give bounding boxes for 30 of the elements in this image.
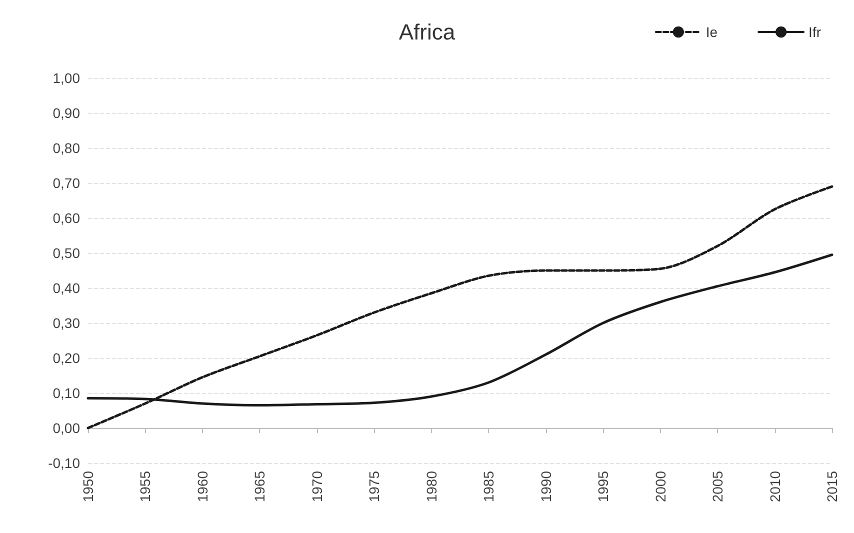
x-tick-label: 1990 xyxy=(538,470,554,502)
y-tick-label: 0,90 xyxy=(52,105,80,121)
y-tick-label: 0,80 xyxy=(52,140,80,156)
y-tick-label: 0,40 xyxy=(52,280,80,296)
y-tick-label: -0,10 xyxy=(48,455,80,471)
x-tick-label: 2010 xyxy=(766,470,783,502)
legend-label: Ie xyxy=(706,24,718,40)
y-tick-label: 0,30 xyxy=(52,315,80,331)
legend-label: Ifr xyxy=(808,24,822,40)
x-tick-label: 1955 xyxy=(137,470,154,502)
y-tick-label: 0,70 xyxy=(52,175,80,191)
x-tick-label: 1985 xyxy=(480,470,497,502)
x-tick-label: 2015 xyxy=(824,470,840,502)
y-tick-label: 0,60 xyxy=(52,210,80,226)
x-tick-label: 1970 xyxy=(308,470,325,502)
x-tick-label: 1995 xyxy=(595,470,612,502)
x-tick-label: 1950 xyxy=(80,470,96,502)
x-tick-label: 1960 xyxy=(194,470,210,502)
x-tick-label: 1965 xyxy=(252,470,268,502)
chart-title: Africa xyxy=(398,20,456,44)
x-tick-label: 1975 xyxy=(366,470,382,502)
x-tick-label: 2005 xyxy=(710,470,726,502)
y-tick-label: 0,20 xyxy=(52,350,80,366)
y-tick-label: 1,00 xyxy=(52,70,80,86)
y-tick-label: 0,10 xyxy=(52,385,80,401)
y-tick-label: 0,50 xyxy=(52,245,80,261)
x-tick-label: 1980 xyxy=(423,470,440,502)
y-tick-label: 0,00 xyxy=(52,420,80,436)
x-tick-label: 2000 xyxy=(652,470,668,502)
line-series xyxy=(86,185,834,430)
